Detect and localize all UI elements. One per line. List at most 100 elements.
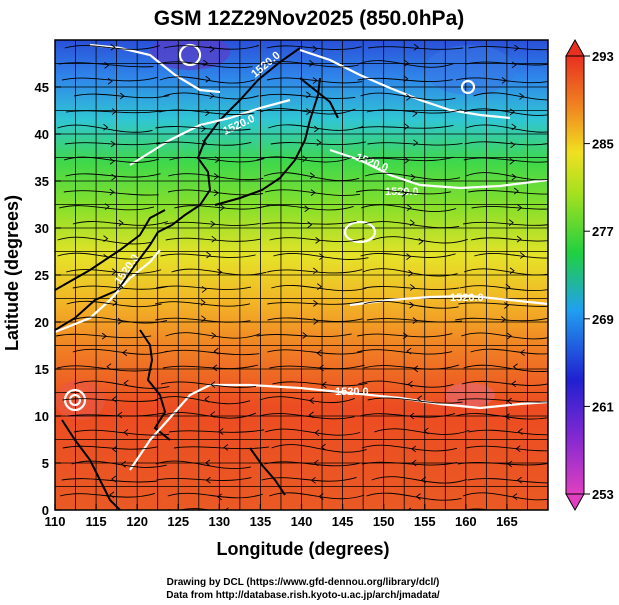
wind-arrowhead (101, 332, 107, 340)
streamline (463, 157, 548, 163)
streamline (366, 492, 462, 501)
streamline (155, 317, 251, 323)
streamline (71, 460, 167, 468)
streamline (56, 365, 153, 372)
y-tick-label: 30 (35, 221, 49, 236)
wind-arrowhead (106, 363, 112, 371)
wind-arrowhead (210, 411, 216, 418)
cold-pool-shading (425, 45, 515, 95)
streamline (270, 141, 366, 146)
wind-arrowhead (107, 77, 113, 85)
wind-arrowhead (205, 459, 211, 467)
streamline (267, 349, 363, 355)
wind-arrowhead (411, 459, 417, 467)
wind-arrowhead (409, 301, 415, 309)
streamline (360, 253, 456, 258)
streamline (363, 300, 459, 309)
wind-arrowhead (320, 443, 326, 451)
wind-arrowhead (407, 380, 413, 388)
wind-arrowhead (219, 204, 225, 212)
wind-arrowhead (103, 235, 109, 242)
wind-arrowhead (412, 317, 418, 324)
wind-arrowhead (317, 283, 323, 291)
streamline (360, 92, 456, 101)
streamline (160, 381, 257, 388)
streamline (273, 253, 369, 260)
streamline (465, 61, 548, 66)
borneo-coastline (249, 447, 286, 496)
streamline (163, 45, 259, 50)
wind-arrowhead (401, 190, 407, 197)
streamline (367, 142, 463, 146)
streamline (474, 253, 548, 259)
streamline (468, 429, 548, 436)
wind-arrowhead (117, 411, 123, 419)
wind-arrowhead (511, 123, 517, 131)
streamline (267, 269, 363, 274)
streamline (461, 380, 548, 386)
streamline (165, 332, 261, 339)
wind-arrowhead (312, 77, 318, 84)
streamline (68, 412, 164, 417)
wind-arrowhead (513, 187, 519, 195)
y-tick-label: 10 (35, 409, 49, 424)
streamline (470, 237, 548, 242)
wind-arrowhead (408, 269, 414, 277)
wind-arrowhead (306, 91, 312, 99)
wind-arrowhead (307, 221, 313, 229)
colorbar-tick-label: 293 (592, 49, 614, 64)
streamline (372, 236, 468, 244)
wind-arrowhead (111, 268, 117, 276)
wind-arrowhead (210, 381, 216, 388)
streamline (167, 189, 264, 196)
wind-arrowhead (506, 332, 512, 340)
wind-arrowhead (421, 476, 427, 484)
wind-arrowhead (514, 44, 520, 52)
wind-arrowhead (200, 299, 206, 306)
streamline (264, 172, 360, 182)
streamline (358, 125, 454, 129)
wind-arrowhead (519, 93, 525, 100)
wind-arrowhead (512, 363, 518, 371)
wind-arrowhead (216, 493, 223, 501)
streamline (66, 269, 162, 274)
wind-arrowhead (212, 364, 218, 372)
wind-arrowhead (404, 59, 410, 67)
y-tick-label: 20 (35, 315, 49, 330)
wind-arrowhead (509, 157, 515, 165)
wind-streamlines (56, 43, 548, 510)
streamline (455, 77, 548, 84)
streamline (64, 45, 160, 50)
streamline (57, 124, 153, 133)
wind-arrowhead (508, 219, 514, 226)
streamline (459, 285, 548, 291)
wind-arrowhead (104, 203, 110, 210)
wind-arrowhead (310, 189, 316, 197)
streamline (264, 189, 361, 196)
streamline (155, 285, 252, 290)
coastlines (55, 47, 339, 510)
streamline (366, 318, 462, 323)
y-tick-label: 25 (35, 268, 49, 283)
wind-arrowhead (403, 75, 409, 83)
colorbar-min-arrow (565, 493, 585, 512)
streamline (465, 124, 548, 133)
streamline (264, 428, 361, 436)
streamline (261, 477, 357, 482)
x-tick-label: 150 (373, 514, 395, 529)
low-contour-ring (460, 79, 476, 95)
wind-arrowhead (117, 317, 123, 325)
indochina-coastline (61, 419, 121, 510)
credit-drawing: Drawing by DCL (https://www.gfd-dennou.o… (167, 577, 440, 588)
streamline (368, 46, 464, 50)
streamline (264, 461, 360, 467)
streamline (62, 445, 158, 450)
wind-arrowhead (119, 92, 125, 100)
streamline (64, 142, 160, 146)
streamline (473, 92, 548, 101)
wind-arrowhead (501, 77, 507, 84)
wind-arrowhead (316, 139, 322, 146)
wind-arrowhead (314, 429, 320, 437)
streamline (73, 429, 170, 436)
colorbar: 293 285 277 269 261 253 (565, 38, 614, 512)
